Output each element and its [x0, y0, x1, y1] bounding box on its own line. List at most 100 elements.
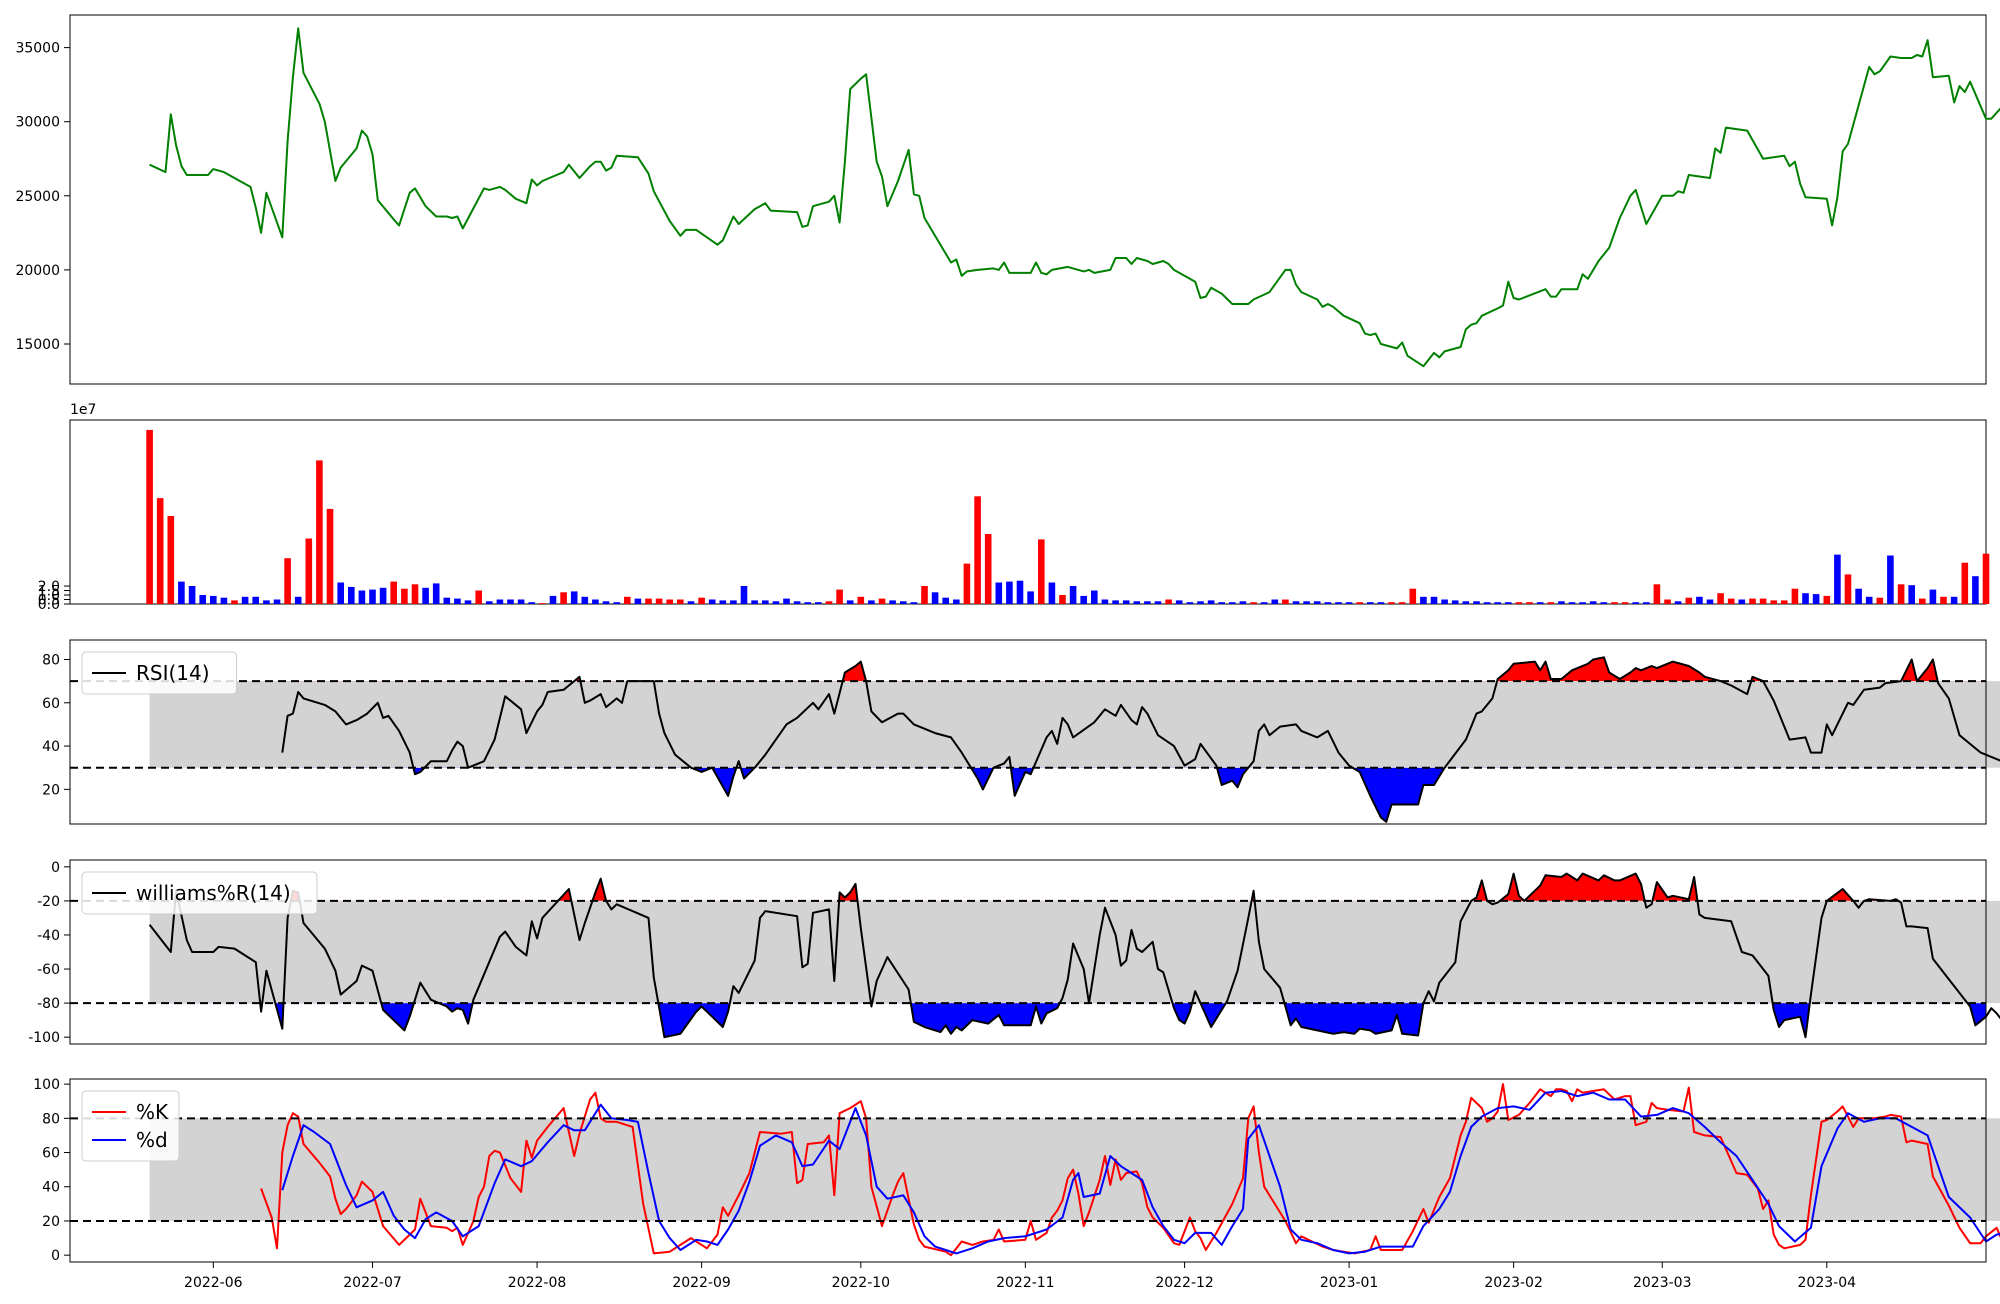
date-tick-label: 2022-12: [1155, 1275, 1214, 1291]
volume-bar: [167, 516, 175, 604]
volume-bar: [1335, 602, 1342, 604]
volume-y-tick-label: 0.0: [38, 597, 60, 613]
volume-bars: [146, 429, 1990, 604]
volume-bar: [146, 429, 153, 604]
volume-bar: [369, 589, 376, 604]
volume-bar: [570, 591, 578, 604]
price-y-tick-label: 30000: [15, 115, 60, 131]
volume-bar: [1091, 590, 1098, 604]
rsi-y-tick-label: 40: [42, 739, 60, 755]
date-axis: 2022-06 2022-07 2022-08 2022-09 2022-10 2022-…: [184, 1262, 1856, 1291]
volume-bar: [846, 600, 854, 604]
volume-bar: [1016, 580, 1024, 604]
volume-bar: [358, 590, 366, 604]
volume-bar: [889, 600, 896, 604]
williams-y-tick-label: -20: [37, 894, 60, 910]
volume-bar: [793, 601, 801, 604]
volume-bar: [1282, 599, 1289, 604]
volume-bar: [443, 597, 451, 604]
stochastic-y-tick-label: 20: [42, 1214, 60, 1230]
volume-bar: [645, 598, 652, 604]
volume-bar: [1515, 602, 1523, 604]
williams-legend-label: williams%R(14): [136, 881, 291, 905]
volume-bar: [1324, 602, 1332, 604]
date-tick-label: 2023-01: [1320, 1275, 1379, 1291]
price-line: [149, 27, 2000, 368]
volume-bar: [751, 600, 758, 604]
volume-bar: [1919, 598, 1926, 604]
volume-bar: [1611, 602, 1618, 604]
volume-bar: [1420, 596, 1427, 604]
volume-bar: [1260, 602, 1268, 604]
stochastic-y-axis: 0 20 40 60 80 100: [33, 1077, 70, 1264]
volume-bar: [1536, 602, 1544, 604]
price-y-axis: 15000 20000 25000 30000 35000: [15, 41, 70, 353]
date-tick-label: 2022-07: [343, 1275, 402, 1291]
date-tick-label: 2023-03: [1633, 1275, 1692, 1291]
volume-bar: [719, 600, 727, 604]
volume-bar: [783, 598, 790, 604]
volume-bar: [698, 597, 705, 604]
volume-bar: [1961, 562, 1969, 604]
volume-bar: [1101, 599, 1109, 604]
price-frame: [69, 14, 1987, 385]
volume-bar: [1834, 554, 1841, 604]
volume-bar: [581, 596, 589, 604]
williams-overbought-fill: [175, 873, 1899, 901]
stochastic-line-d: [281, 1090, 2000, 1255]
volume-bar: [156, 498, 164, 604]
volume-bar: [464, 600, 472, 604]
volume-bar: [815, 602, 822, 604]
volume-bar: [1388, 602, 1395, 604]
volume-bar: [1802, 593, 1809, 604]
rsi-y-tick-label: 60: [42, 696, 60, 712]
volume-bar: [1940, 596, 1947, 604]
volume-bar: [1133, 601, 1141, 604]
volume-bar: [1929, 589, 1937, 604]
volume-bar: [1409, 588, 1417, 604]
volume-y-tick-label: 1.0: [38, 588, 60, 604]
stochastic-legend: %K %d: [81, 1090, 180, 1162]
volume-bar: [337, 582, 344, 604]
volume-bar: [1367, 602, 1374, 604]
volume-bar: [1239, 601, 1247, 604]
volume-bar: [348, 586, 355, 604]
volume-bar: [252, 596, 259, 604]
volume-bar: [634, 598, 642, 604]
volume-bar: [1887, 555, 1894, 604]
williams-oversold-fill: [260, 1003, 1986, 1038]
rsi-legend-label: RSI(14): [136, 661, 210, 685]
date-tick-label: 2022-08: [508, 1275, 567, 1291]
volume-bar: [1908, 585, 1915, 604]
volume-bar: [1823, 595, 1831, 604]
volume-bar: [953, 599, 960, 604]
stochastic-y-tick-label: 80: [42, 1111, 60, 1127]
volume-bar: [1483, 602, 1491, 604]
volume-bar: [1738, 599, 1746, 604]
williams-legend-box: [81, 871, 318, 915]
rsi-frame: [69, 639, 1987, 825]
stochastic-line-k: [260, 1083, 2000, 1257]
volume-bar: [1441, 599, 1448, 604]
price-y-tick-label: 20000: [15, 263, 60, 279]
volume-bar: [549, 595, 557, 604]
volume-bar: [560, 592, 567, 604]
williams-y-axis: 0 -20 -40 -60 -80 -100: [28, 860, 70, 1046]
volume-bar: [1696, 596, 1703, 604]
volume-bar: [602, 601, 610, 604]
stochastic-y-tick-label: 0: [51, 1248, 60, 1264]
volume-bar: [1643, 602, 1650, 604]
volume-bar: [1080, 595, 1087, 604]
volume-bar: [1653, 584, 1661, 604]
volume-bar: [963, 563, 971, 604]
rsi-legend-box: [81, 651, 237, 695]
volume-bar: [772, 601, 780, 604]
volume-bar: [316, 460, 323, 604]
volume-bar: [1197, 601, 1204, 604]
volume-bar: [305, 538, 313, 604]
volume-y-tick-label: 0.5: [38, 593, 60, 609]
price-y-tick-label: 25000: [15, 189, 60, 205]
volume-y-axis: 0.00.51.01.52.0: [38, 579, 70, 613]
volume-bar: [825, 601, 833, 604]
volume-bar: [1749, 598, 1756, 604]
